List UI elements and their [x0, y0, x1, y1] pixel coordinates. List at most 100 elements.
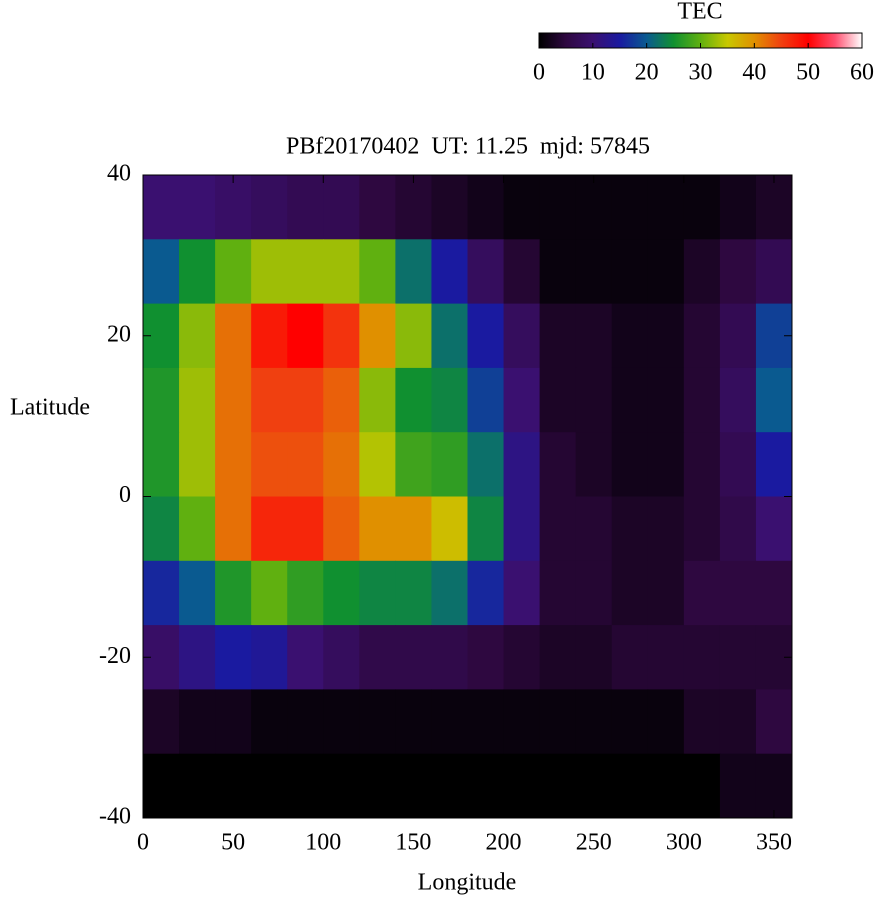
- heat-cell: [575, 432, 613, 497]
- heat-cell: [611, 303, 649, 369]
- heat-cell: [179, 367, 216, 433]
- heat-cell: [287, 689, 324, 755]
- heat-cell: [251, 625, 288, 690]
- heat-cell: [431, 432, 468, 497]
- x-tick-label: 0: [137, 830, 149, 856]
- heat-cell: [431, 239, 468, 305]
- heat-cell: [755, 753, 793, 819]
- heat-cell: [647, 689, 685, 755]
- heat-cell: [755, 560, 793, 626]
- heat-cell: [395, 432, 432, 497]
- heat-cell: [251, 175, 288, 240]
- heat-cell: [143, 560, 180, 626]
- heat-cell: [251, 432, 288, 497]
- heat-cell: [215, 689, 252, 755]
- heat-cell: [287, 239, 324, 305]
- heat-cell: [503, 753, 541, 819]
- heat-cell: [647, 303, 685, 369]
- heat-cell: [323, 303, 360, 369]
- heat-cell: [179, 689, 216, 755]
- heat-cell: [323, 625, 360, 690]
- heat-cell: [719, 753, 757, 819]
- heat-cell: [503, 303, 541, 369]
- heat-cell: [683, 303, 721, 369]
- heat-cell: [467, 239, 505, 305]
- heat-cell: [179, 560, 216, 626]
- x-tick-label: 200: [486, 830, 522, 856]
- heat-cell: [503, 625, 541, 690]
- heat-cell: [215, 303, 252, 369]
- colorbar-tick-label: 20: [635, 60, 659, 86]
- heat-cell: [575, 303, 613, 369]
- heat-cell: [611, 753, 649, 819]
- heat-cell: [359, 367, 396, 433]
- heat-cell: [395, 175, 432, 240]
- heat-cell: [359, 560, 396, 626]
- heat-cell: [611, 560, 649, 626]
- heat-cell: [287, 560, 324, 626]
- colorbar-tick-label: 50: [796, 60, 820, 86]
- heat-cell: [287, 175, 324, 240]
- heat-cell: [395, 303, 432, 369]
- heat-cell: [323, 560, 360, 626]
- chart-title: PBf20170402 UT: 11.25 mjd: 57845: [286, 134, 650, 160]
- heat-cell: [611, 367, 649, 433]
- heat-cell: [215, 560, 252, 626]
- heat-cell: [575, 496, 613, 562]
- heat-cell: [431, 625, 468, 690]
- heat-cell: [611, 689, 649, 755]
- heat-cell: [719, 367, 757, 433]
- heat-cell: [719, 432, 757, 497]
- heat-cell: [179, 432, 216, 497]
- heat-cell: [467, 753, 505, 819]
- y-tick-label: 0: [119, 482, 131, 508]
- heat-cell: [431, 560, 468, 626]
- heat-cell: [251, 560, 288, 626]
- heat-cell: [215, 496, 252, 562]
- heat-cell: [395, 496, 432, 562]
- heat-cell: [647, 367, 685, 433]
- heat-cell: [719, 239, 757, 305]
- heat-cell: [719, 560, 757, 626]
- heat-cell: [611, 432, 649, 497]
- x-tick-label: 350: [756, 830, 792, 856]
- heat-cell: [179, 239, 216, 305]
- y-tick-label: -20: [99, 643, 131, 669]
- heat-cell: [647, 753, 685, 819]
- heat-cell: [503, 496, 541, 562]
- heat-cell: [539, 625, 577, 690]
- heat-cell: [431, 367, 468, 433]
- heat-cell: [683, 432, 721, 497]
- heat-cell: [683, 175, 721, 240]
- heat-cell: [575, 560, 613, 626]
- heat-cell: [539, 560, 577, 626]
- heat-cell: [251, 239, 288, 305]
- heat-cell: [287, 625, 324, 690]
- heat-cell: [539, 753, 577, 819]
- heat-cell: [359, 625, 396, 690]
- heat-cell: [683, 753, 721, 819]
- x-tick-label: 150: [395, 830, 431, 856]
- heat-cell: [395, 367, 432, 433]
- heat-cell: [323, 367, 360, 433]
- heat-cell: [215, 175, 252, 240]
- heat-cell: [215, 432, 252, 497]
- heat-cell: [719, 175, 757, 240]
- colorbar-tick-label: 10: [581, 60, 605, 86]
- heat-cell: [287, 432, 324, 497]
- heat-cell: [719, 689, 757, 755]
- heat-cell: [503, 689, 541, 755]
- heat-cell: [503, 432, 541, 497]
- heat-cell: [143, 367, 180, 433]
- heat-cell: [611, 239, 649, 305]
- heat-cell: [359, 753, 396, 819]
- heat-cell: [179, 753, 216, 819]
- heat-cell: [251, 689, 288, 755]
- heat-cell: [215, 239, 252, 305]
- heat-cell: [575, 175, 613, 240]
- heat-cell: [683, 367, 721, 433]
- heat-cell: [215, 367, 252, 433]
- heat-cell: [503, 175, 541, 240]
- heat-cell: [575, 753, 613, 819]
- heat-cell: [683, 496, 721, 562]
